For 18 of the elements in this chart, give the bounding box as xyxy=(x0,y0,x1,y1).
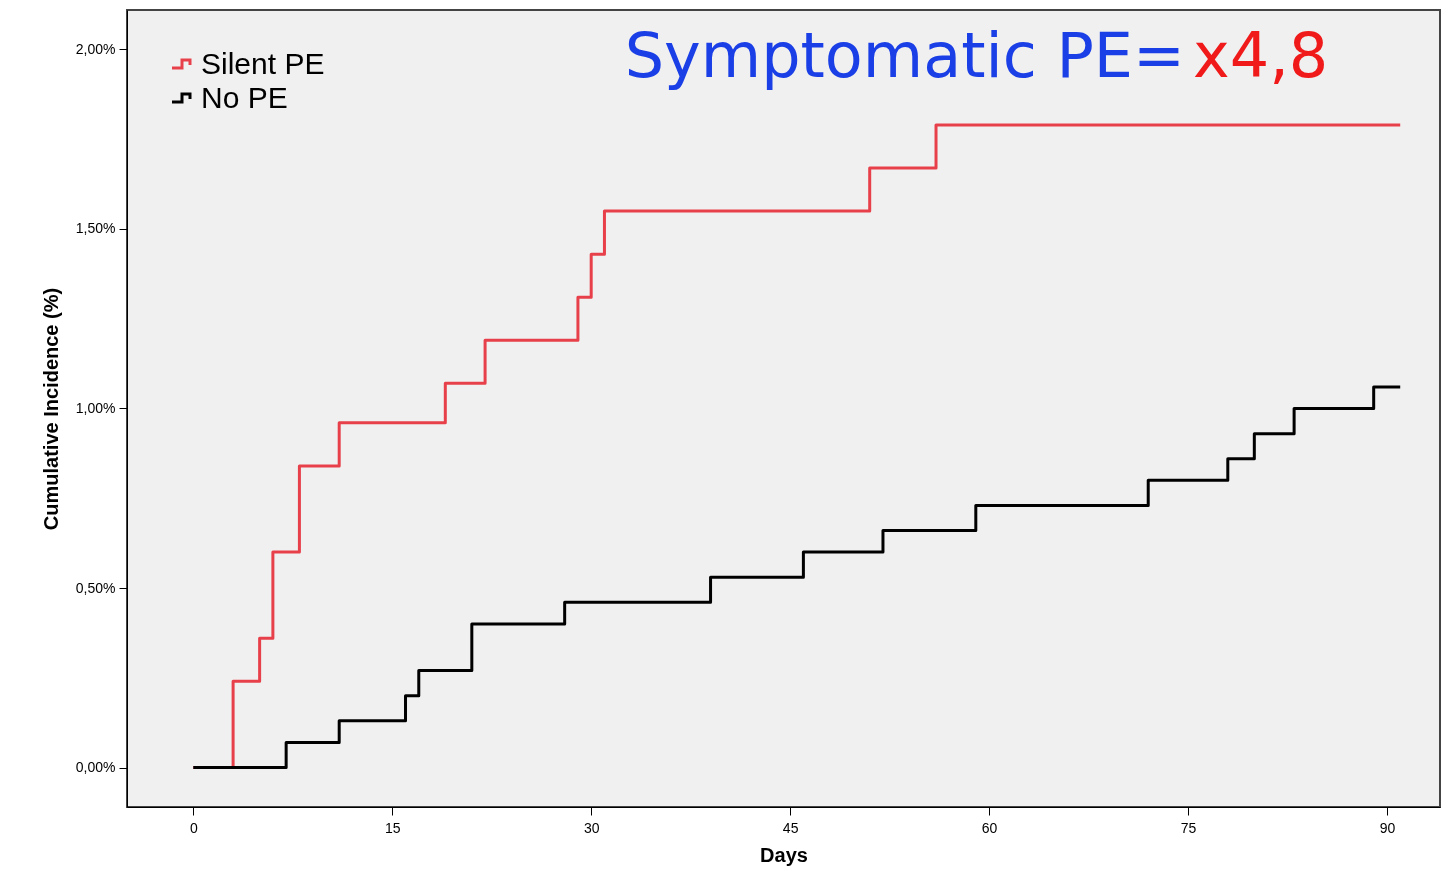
y-tick-label: 1,50% xyxy=(75,220,116,237)
x-axis-title: Days xyxy=(760,843,808,866)
annotation: x4,8 xyxy=(1193,19,1329,92)
y-tick-label: 2,00% xyxy=(75,40,116,57)
x-tick-label: 90 xyxy=(1379,819,1396,836)
y-tick-label: 0,00% xyxy=(75,759,116,776)
x-tick-label: 75 xyxy=(1180,819,1197,836)
legend-label: No PE xyxy=(201,81,288,114)
x-tick-label: 45 xyxy=(782,819,799,836)
y-tick-label: 0,50% xyxy=(75,579,116,596)
y-tick-label: 1,00% xyxy=(75,400,116,416)
y-axis-title: Cumulative Incidence (%) xyxy=(39,287,62,531)
annotation: Symptomatic PE= xyxy=(624,19,1185,92)
x-tick-label: 0 xyxy=(189,819,198,836)
x-tick-label: 15 xyxy=(384,819,401,836)
legend-label: Silent PE xyxy=(201,47,325,80)
x-tick-label: 30 xyxy=(583,819,600,836)
x-tick-label: 60 xyxy=(981,819,998,836)
